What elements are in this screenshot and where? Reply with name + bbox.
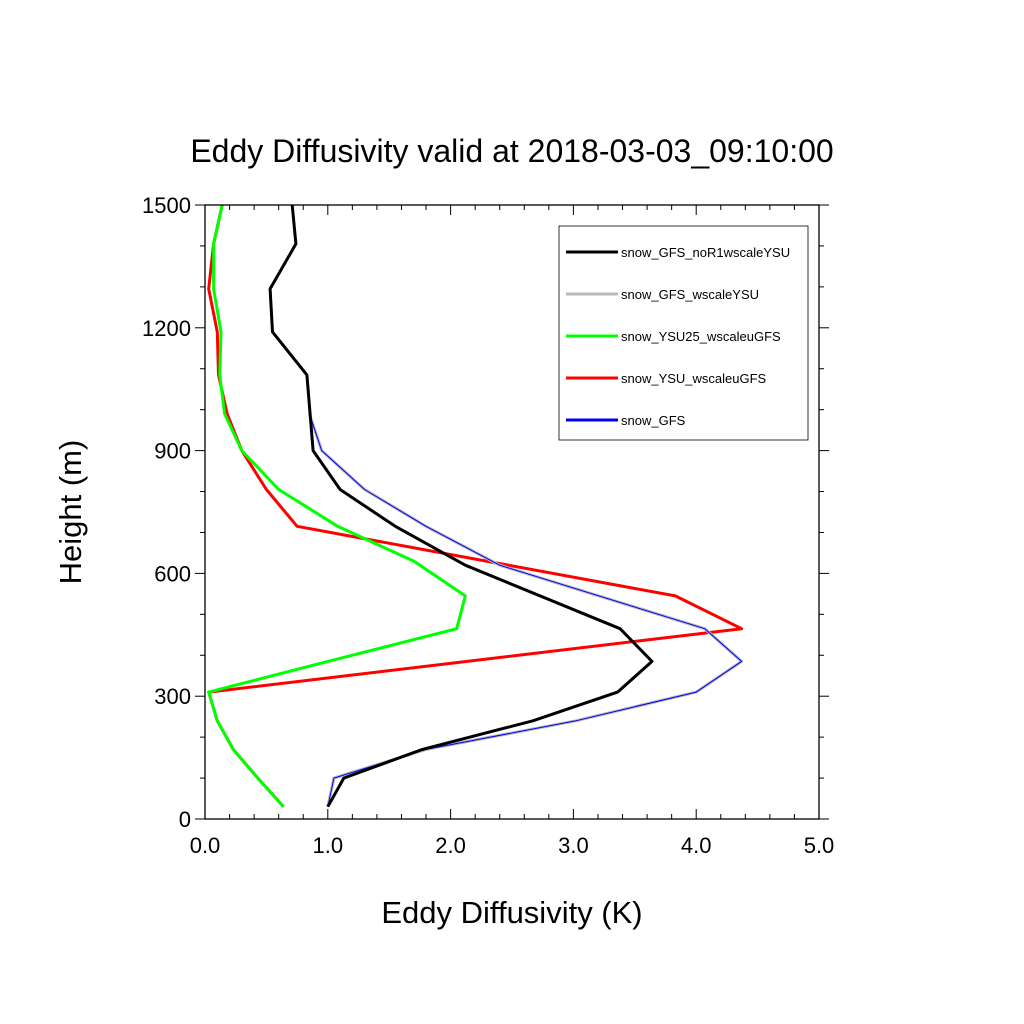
y-tick-label: 900 — [154, 439, 191, 464]
x-tick-label: 3.0 — [558, 833, 589, 858]
y-tick-label: 600 — [154, 561, 191, 586]
x-tick-label: 0.0 — [190, 833, 221, 858]
legend-label: snow_GFS_wscaleYSU — [621, 287, 759, 302]
x-tick-label: 2.0 — [435, 833, 466, 858]
series-line-snow_GFS_noR1wscaleYSU — [268, 204, 654, 808]
plot-frame — [204, 204, 820, 820]
y-tick-label: 300 — [154, 684, 191, 709]
legend-label: snow_YSU_wscaleuGFS — [621, 371, 767, 386]
series-line-snow_YSU25_wscaleuGFS — [207, 204, 467, 808]
legend-box — [558, 225, 809, 441]
x-tick-label: 4.0 — [681, 833, 712, 858]
y-tick-label: 1500 — [142, 193, 191, 218]
axis-ticks: 0.0 1.0 2.0 3.0 4.0 5.0 0 300 600 900 1200 1500 — [142, 193, 834, 858]
y-tick-label: 0 — [179, 807, 191, 832]
y-tick-label: 1200 — [142, 316, 191, 341]
chart-title: Eddy Diffusivity valid at 2018-03-03_09:… — [190, 133, 833, 169]
y-axis-label: Height (m) — [53, 440, 88, 585]
series-line-snow_GFS_wscaleYSU — [307, 413, 744, 808]
plot-series — [207, 204, 744, 808]
legend: snow_GFS_noR1wscaleYSU snow_GFS_wscaleYSU… — [558, 225, 809, 441]
series-line-snow_GFS — [308, 413, 743, 807]
x-tick-label: 1.0 — [313, 833, 344, 858]
legend-label: snow_GFS_noR1wscaleYSU — [621, 245, 790, 260]
legend-label: snow_GFS — [621, 413, 686, 428]
x-axis-label: Eddy Diffusivity (K) — [381, 895, 642, 930]
legend-label: snow_YSU25_wscaleuGFS — [621, 329, 781, 344]
x-tick-label: 5.0 — [804, 833, 835, 858]
